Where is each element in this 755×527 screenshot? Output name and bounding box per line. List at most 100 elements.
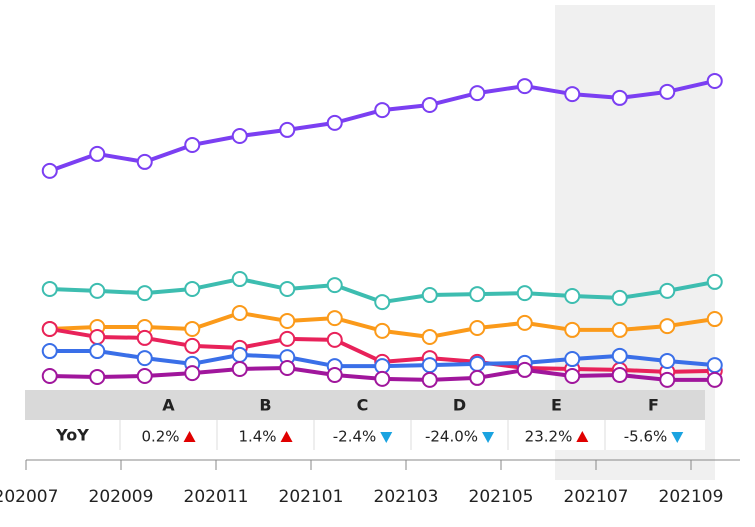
point bbox=[136, 350, 153, 367]
point bbox=[659, 83, 676, 100]
point bbox=[516, 78, 533, 95]
point bbox=[326, 310, 343, 327]
yoy-value: 0.2% bbox=[141, 428, 179, 446]
point bbox=[374, 102, 391, 119]
point bbox=[41, 280, 58, 297]
point bbox=[611, 367, 628, 384]
point bbox=[564, 288, 581, 304]
point bbox=[659, 371, 676, 388]
point bbox=[706, 72, 723, 89]
point bbox=[136, 285, 153, 302]
table-header bbox=[25, 390, 705, 420]
x-tick-label: 202109 bbox=[659, 487, 724, 507]
point bbox=[659, 282, 676, 299]
point bbox=[326, 277, 343, 294]
point bbox=[89, 343, 106, 360]
point bbox=[469, 369, 486, 386]
yoy-value: 23.2% bbox=[525, 428, 573, 446]
point bbox=[706, 311, 723, 328]
yoy-value: -2.4% bbox=[333, 428, 377, 446]
point bbox=[564, 321, 581, 338]
trend-arrow bbox=[280, 431, 293, 442]
point bbox=[611, 321, 628, 338]
point bbox=[611, 289, 628, 306]
point bbox=[184, 320, 201, 337]
point bbox=[469, 320, 486, 336]
yoy-value: -24.0% bbox=[425, 428, 478, 446]
point bbox=[706, 357, 723, 374]
point bbox=[516, 361, 533, 378]
yoy-value: -5.6% bbox=[624, 428, 668, 446]
x-tick-label: 202011 bbox=[184, 487, 249, 507]
point bbox=[231, 360, 248, 377]
x-tick-label: 202107 bbox=[564, 487, 629, 507]
point bbox=[564, 368, 581, 384]
point bbox=[41, 320, 58, 337]
point bbox=[706, 371, 723, 388]
point bbox=[89, 328, 106, 345]
yoy-value: 1.4% bbox=[238, 428, 276, 446]
x-tick-label: 202101 bbox=[279, 487, 344, 507]
point bbox=[706, 273, 723, 290]
point bbox=[231, 346, 248, 363]
trend-arrow bbox=[183, 431, 196, 442]
point bbox=[279, 280, 296, 297]
point bbox=[279, 312, 296, 329]
point bbox=[421, 357, 438, 374]
trend-arrow bbox=[671, 432, 684, 443]
column-header: D bbox=[453, 396, 466, 415]
point bbox=[184, 280, 201, 297]
point bbox=[136, 153, 153, 170]
column-header: A bbox=[162, 396, 175, 415]
column-header: B bbox=[259, 396, 271, 415]
x-tick-label: 202105 bbox=[469, 487, 534, 507]
trend-arrow bbox=[576, 431, 589, 442]
point bbox=[231, 128, 248, 144]
point bbox=[516, 285, 533, 302]
point bbox=[421, 96, 438, 113]
point bbox=[611, 89, 628, 106]
point bbox=[231, 304, 248, 321]
point bbox=[231, 271, 248, 288]
point bbox=[564, 351, 581, 368]
point bbox=[136, 329, 153, 346]
column-header: C bbox=[357, 396, 369, 415]
point bbox=[611, 347, 628, 364]
point bbox=[516, 314, 533, 331]
point bbox=[89, 282, 106, 299]
point bbox=[564, 86, 581, 103]
point bbox=[184, 337, 201, 354]
point bbox=[279, 330, 296, 347]
point bbox=[89, 145, 106, 162]
x-tick-label: 202103 bbox=[374, 487, 439, 507]
point bbox=[279, 360, 296, 376]
point bbox=[41, 368, 58, 384]
point bbox=[136, 368, 153, 384]
point bbox=[326, 367, 343, 384]
point bbox=[374, 370, 391, 387]
point bbox=[89, 368, 106, 385]
point bbox=[469, 355, 486, 372]
point bbox=[469, 85, 486, 102]
column-header: E bbox=[551, 396, 562, 415]
point bbox=[659, 352, 676, 369]
table-row bbox=[25, 420, 705, 450]
x-tick-label: 202009 bbox=[89, 487, 154, 507]
point bbox=[374, 294, 391, 311]
column-header: F bbox=[648, 396, 659, 415]
point bbox=[469, 286, 486, 303]
point bbox=[279, 121, 296, 138]
point bbox=[659, 318, 676, 335]
row-label: YoY bbox=[55, 426, 89, 445]
trend-arrow bbox=[380, 432, 393, 443]
point bbox=[184, 136, 201, 153]
point bbox=[421, 287, 438, 304]
trend-arrow bbox=[482, 432, 495, 443]
point bbox=[41, 162, 58, 179]
point bbox=[374, 322, 391, 339]
point bbox=[421, 371, 438, 388]
point bbox=[326, 114, 343, 131]
x-tick-label: 202007 bbox=[0, 487, 58, 507]
point bbox=[41, 343, 58, 360]
